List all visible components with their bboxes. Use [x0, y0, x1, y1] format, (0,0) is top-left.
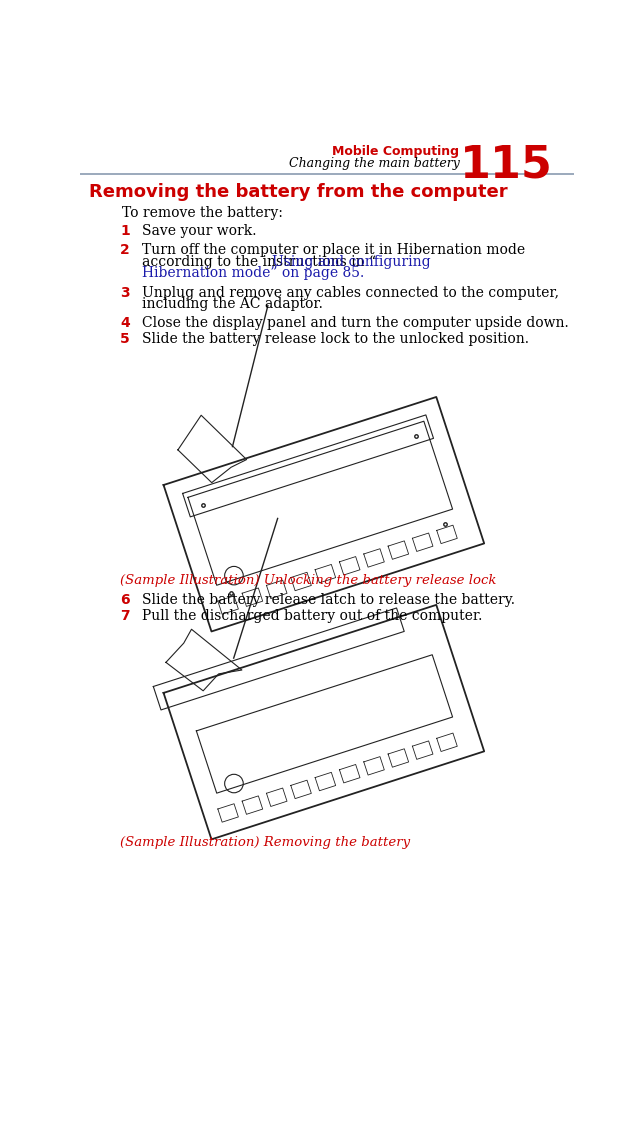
- Text: Using and configuring: Using and configuring: [272, 254, 431, 269]
- Text: 6: 6: [120, 593, 130, 607]
- Text: 115: 115: [459, 143, 553, 186]
- Text: (Sample Illustration) Unlocking the battery release lock: (Sample Illustration) Unlocking the batt…: [120, 574, 496, 588]
- Text: 5: 5: [120, 332, 130, 346]
- Text: Close the display panel and turn the computer upside down.: Close the display panel and turn the com…: [142, 316, 568, 330]
- Text: Hibernation mode” on page 85.: Hibernation mode” on page 85.: [142, 266, 364, 281]
- Text: 2: 2: [120, 243, 130, 257]
- Text: 7: 7: [120, 609, 130, 623]
- Text: Removing the battery from the computer: Removing the battery from the computer: [89, 183, 508, 201]
- Text: 1: 1: [120, 224, 130, 238]
- Text: Slide the battery release lock to the unlocked position.: Slide the battery release lock to the un…: [142, 332, 529, 346]
- Text: Slide the battery release latch to release the battery.: Slide the battery release latch to relea…: [142, 593, 515, 607]
- Text: Turn off the computer or place it in Hibernation mode: Turn off the computer or place it in Hib…: [142, 243, 525, 257]
- Text: 3: 3: [120, 285, 130, 300]
- Text: Pull the discharged battery out of the computer.: Pull the discharged battery out of the c…: [142, 609, 482, 623]
- Text: 4: 4: [120, 316, 130, 330]
- Text: according to the instructions in “: according to the instructions in “: [142, 254, 376, 269]
- Text: Changing the main battery: Changing the main battery: [288, 157, 459, 170]
- Text: Unplug and remove any cables connected to the computer,: Unplug and remove any cables connected t…: [142, 285, 559, 300]
- Text: (Sample Illustration) Removing the battery: (Sample Illustration) Removing the batte…: [120, 836, 410, 849]
- Text: To remove the battery:: To remove the battery:: [122, 207, 283, 220]
- Text: Mobile Computing: Mobile Computing: [332, 145, 459, 157]
- Text: Save your work.: Save your work.: [142, 224, 256, 238]
- Text: including the AC adaptor.: including the AC adaptor.: [142, 297, 323, 311]
